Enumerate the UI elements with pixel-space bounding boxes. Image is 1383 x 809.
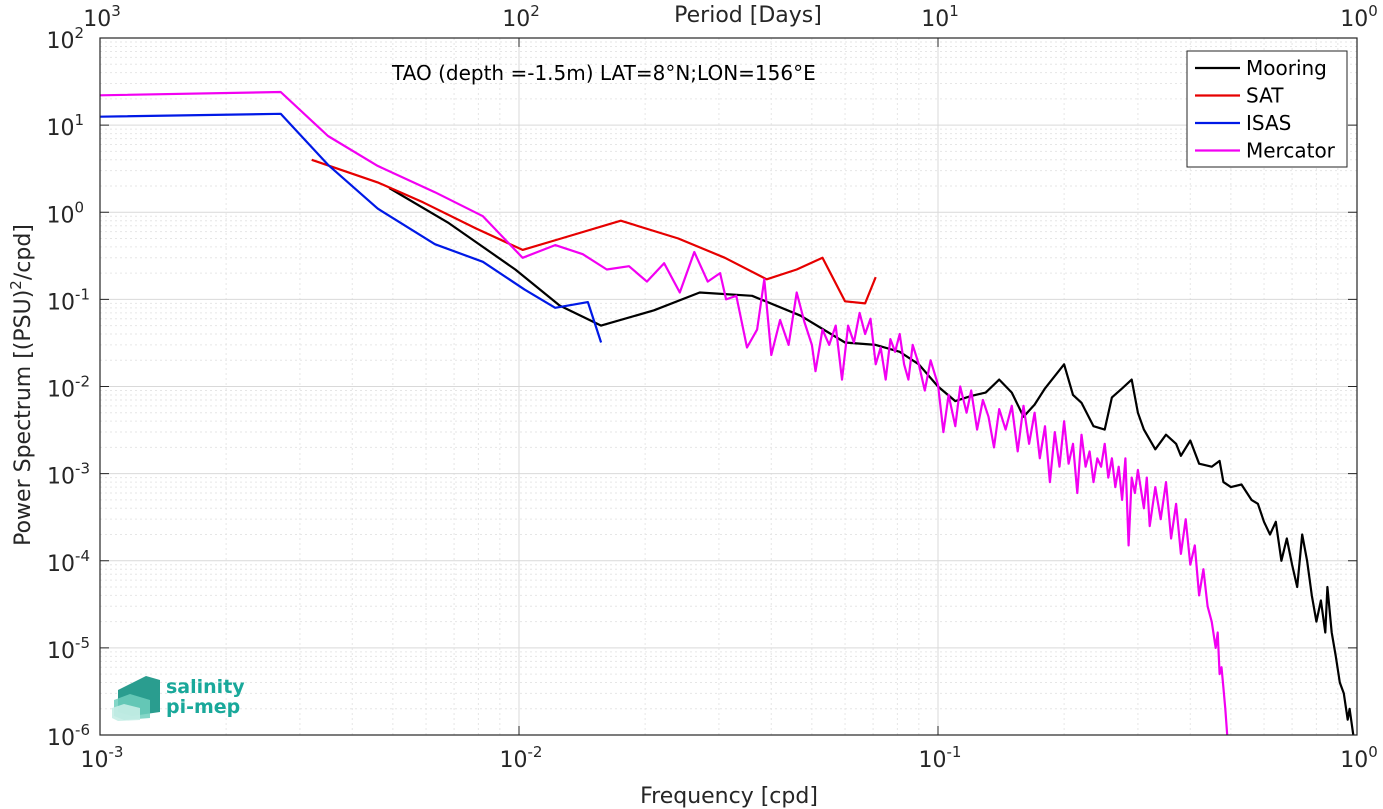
y-tick-label-base: 10 [47, 465, 75, 490]
top-tick-label: 102 [502, 2, 540, 32]
x-tick-label-base: 10 [500, 748, 528, 773]
y-tick-label: 101 [46, 111, 84, 141]
y-tick-label-base: 10 [46, 203, 74, 228]
y-tick-label-exp: -1 [75, 285, 90, 303]
y-axis-label-sup: 2 [7, 280, 25, 290]
x-tick-label-exp: -1 [947, 743, 962, 761]
x-tick-label-base: 10 [1340, 748, 1368, 773]
legend-label-mooring: Mooring [1246, 56, 1327, 80]
top-axis-label: Period [Days] [674, 3, 822, 28]
top-tick-label-exp: 0 [1368, 2, 1378, 20]
legend-box [1186, 50, 1348, 168]
top-tick-label-exp: 1 [949, 2, 959, 20]
series-line-mercator [99, 90, 1229, 736]
top-tick-label-exp: 2 [530, 2, 540, 20]
x-tick-label: 10-3 [81, 743, 124, 773]
top-tick-label-base: 10 [921, 7, 949, 32]
x-tick-label-exp: 0 [1368, 743, 1378, 761]
x-tick-label: 100 [1340, 743, 1378, 773]
y-tick-label-exp: -2 [75, 373, 90, 391]
y-tick-label-base: 10 [47, 290, 75, 315]
y-tick-label: 10-1 [47, 285, 90, 315]
legend-label-mercator: Mercator [1246, 139, 1336, 163]
y-tick-label-exp: -5 [75, 634, 90, 652]
x-tick-label-exp: -2 [528, 743, 543, 761]
y-tick-label-exp: 0 [74, 198, 84, 216]
y-tick-label: 10-6 [47, 721, 90, 751]
y-tick-label-exp: 2 [74, 24, 84, 42]
logo-text-line2: pi-mep [166, 696, 240, 718]
y-tick-label: 10-4 [47, 547, 90, 577]
salinity-pi-mep-logo: salinity pi-mep [112, 676, 245, 721]
y-tick-label-base: 10 [47, 552, 75, 577]
y-tick-label: 10-3 [47, 460, 90, 490]
x-tick-label: 10-1 [919, 743, 962, 773]
y-tick-label: 10-2 [47, 373, 90, 403]
x-tick-label-exp: -3 [109, 743, 124, 761]
top-tick-label: 103 [83, 2, 121, 32]
y-tick-label-exp: -4 [75, 547, 90, 565]
top-tick-label: 100 [1340, 2, 1378, 32]
x-tick-label: 10-2 [500, 743, 543, 773]
legend-label-isas: ISAS [1246, 111, 1291, 135]
y-axis-label: Power Spectrum [(PSU)2/cpd] [7, 224, 36, 546]
top-tick-label-base: 10 [83, 7, 111, 32]
y-tick-label-base: 10 [47, 726, 75, 751]
y-tick-label-base: 10 [47, 378, 75, 403]
y-tick-label-exp: -6 [75, 721, 90, 739]
top-tick-label: 101 [921, 2, 959, 32]
series-lines [99, 90, 1355, 736]
x-tick-label-base: 10 [919, 748, 947, 773]
top-tick-label-base: 10 [502, 7, 530, 32]
y-axis-label-end: /cpd] [11, 224, 36, 280]
x-axis-label: Frequency [cpd] [640, 784, 818, 809]
top-tick-label-exp: 3 [111, 2, 121, 20]
logo-mark-icon [112, 676, 160, 721]
y-tick-label-exp: 1 [74, 111, 84, 129]
y-tick-label: 10-5 [47, 634, 90, 664]
logo-text-line1: salinity [166, 676, 245, 698]
y-tick-label-base: 10 [47, 639, 75, 664]
y-tick-label-exp: -3 [75, 460, 90, 478]
y-tick-label: 102 [46, 24, 84, 54]
x-tick-label-base: 10 [81, 748, 109, 773]
top-tick-label-base: 10 [1340, 7, 1368, 32]
y-tick-label-base: 10 [46, 116, 74, 141]
legend: Mooring SAT ISAS Mercator [1186, 50, 1348, 168]
legend-label-sat: SAT [1246, 84, 1284, 108]
series-line-sat [311, 158, 877, 305]
y-tick-label-base: 10 [46, 29, 74, 54]
series-line-isas [99, 112, 603, 343]
y-axis-label-main: Power Spectrum [(PSU) [11, 290, 36, 546]
chart-annotation: TAO (depth =-1.5m) LAT=8°N;LON=156°E [391, 61, 816, 85]
y-tick-label: 100 [46, 198, 84, 228]
